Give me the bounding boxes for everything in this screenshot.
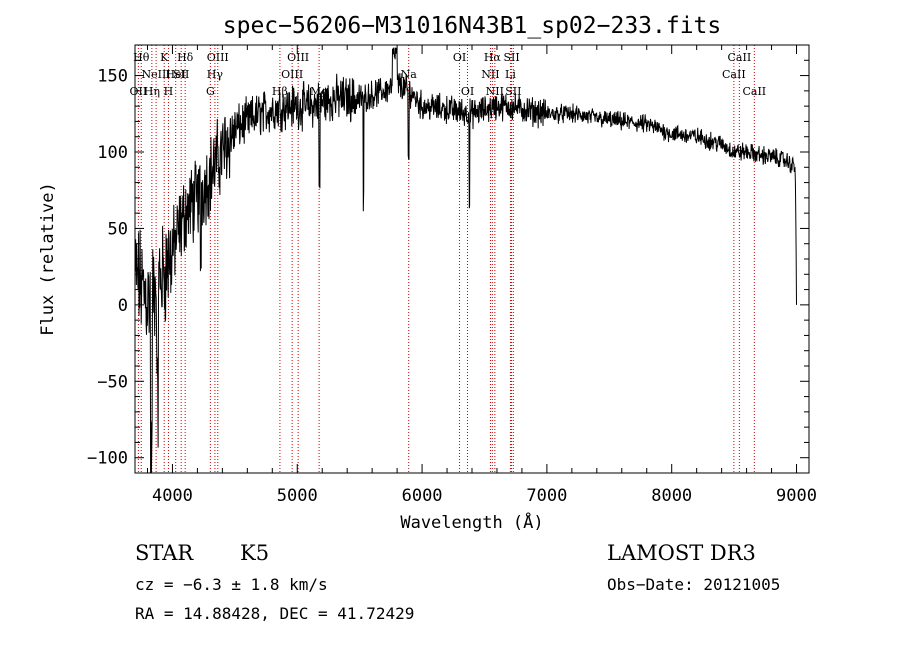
y-tick-label: −100 <box>87 449 128 469</box>
spectral-line-label: CaII <box>728 51 752 64</box>
x-axis-label: Wavelength (Å) <box>400 511 543 533</box>
spectral-line-label: Hδ <box>177 51 194 64</box>
spectral-line-label: SII <box>503 51 519 64</box>
spectral-line-label: HeI <box>165 68 185 81</box>
spectral-line-label: OIII <box>207 51 229 64</box>
spectral-line-label: OI <box>453 51 466 64</box>
spectral-line-label: CaII <box>742 85 766 98</box>
survey-name: LAMOST DR3 <box>607 541 756 565</box>
chart-title: spec−56206−M31016N43B1_sp02−233.fits <box>223 13 722 39</box>
spectral-line-label: NeIII <box>142 68 171 81</box>
x-tick-label: 7000 <box>526 486 567 506</box>
spectral-line-label: OIII <box>281 68 303 81</box>
y-tick-label: 150 <box>97 67 128 87</box>
observation-date: Obs−Date: 20121005 <box>607 575 781 594</box>
y-tick-label: 0 <box>118 296 128 316</box>
ra-dec: RA = 14.88428, DEC = 41.72429 <box>135 604 415 623</box>
object-class: STAR <box>135 541 194 565</box>
object-subclass: K5 <box>240 541 270 565</box>
redshift-cz: cz = −6.3 ± 1.8 km/s <box>135 575 328 594</box>
x-tick-label: 8000 <box>651 486 692 506</box>
spectral-line-label: SII <box>505 85 521 98</box>
y-tick-label: 50 <box>108 219 128 239</box>
x-tick-label: 9000 <box>776 486 817 506</box>
y-axis-ticks: −100 −50 0 50 100 150 <box>87 59 809 469</box>
spectral-line-label: K <box>160 51 169 64</box>
spectral-line-label: G <box>206 85 215 98</box>
x-tick-label: 4000 <box>152 486 193 506</box>
y-axis-label: Flux (relative) <box>38 182 58 336</box>
spectral-line-label: Na <box>401 68 418 81</box>
spectrum-line <box>134 47 797 474</box>
spectral-line-label: OII <box>130 85 148 98</box>
spectral-line-label: CaII <box>722 68 746 81</box>
x-tick-label: 5000 <box>277 486 318 506</box>
spectral-line-label: SII <box>173 68 189 81</box>
spectral-line-label: Hα <box>484 51 502 64</box>
y-tick-label: 100 <box>97 143 128 163</box>
y-tick-label: −50 <box>97 372 128 392</box>
spectral-line-label: OIII <box>287 51 309 64</box>
spectral-line-label: NII <box>486 85 504 98</box>
spectral-line-label: Hγ <box>207 68 224 81</box>
spectral-line-label: Li <box>505 68 516 81</box>
spectral-labels-group: OIIHθHηNeIIIKHHeISIIHδGHγOIIIHβOIIIOIIIM… <box>130 51 767 98</box>
x-tick-label: 6000 <box>402 486 443 506</box>
spectral-line-label: Hβ <box>272 85 288 98</box>
x-axis-ticks: 4000 5000 6000 7000 8000 9000 <box>146 45 817 506</box>
spectral-line-label: H <box>164 85 174 98</box>
spectral-line-label: Hθ <box>133 51 150 64</box>
spectral-line-label: Hη <box>144 85 160 98</box>
spectral-line-label: NII <box>481 68 499 81</box>
spectral-line-label: OI <box>461 85 474 98</box>
